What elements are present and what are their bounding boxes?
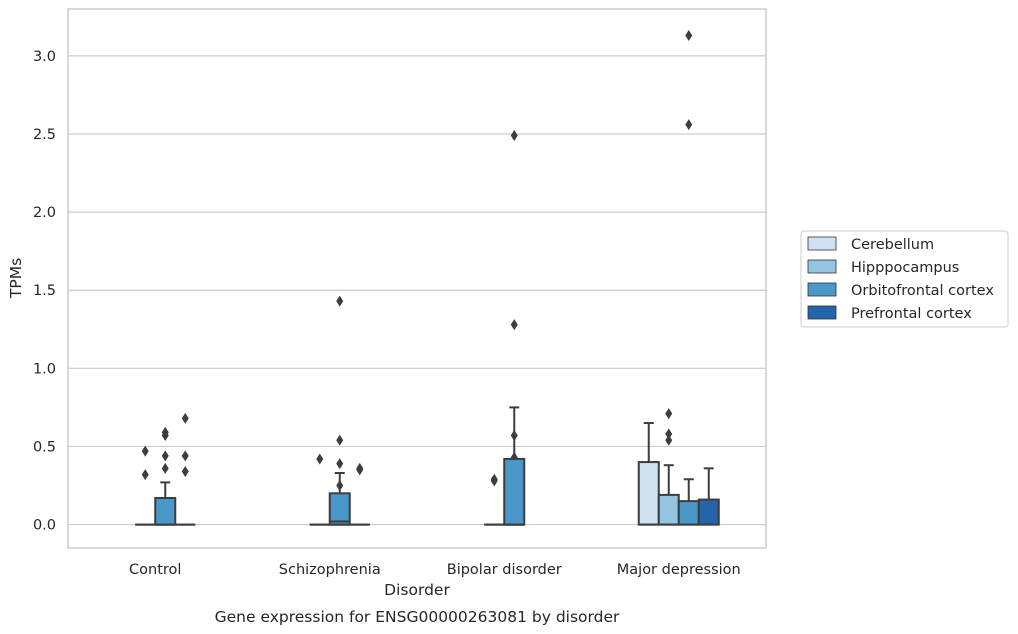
y-tick-label: 2.0 <box>33 205 56 221</box>
box <box>503 457 526 526</box>
y-tick-label: 0.0 <box>33 518 56 534</box>
y-tick-labels: 0.0 0.5 1.0 1.5 2.0 2.5 3.0 <box>33 49 56 534</box>
outlier-point <box>181 412 189 424</box>
outlier-point <box>665 428 673 440</box>
y-tick-label: 0.5 <box>33 439 56 455</box>
box <box>677 500 700 526</box>
x-tick-label: Control <box>129 562 181 578</box>
legend-frame <box>800 230 1009 328</box>
plot-marks <box>135 30 720 526</box>
outlier-point <box>141 445 149 457</box>
outlier-point <box>665 434 673 446</box>
y-tick-label: 1.0 <box>33 361 56 377</box>
box-group <box>154 426 177 526</box>
outlier-point <box>161 450 169 462</box>
box <box>657 493 680 526</box>
outlier-point <box>356 462 364 474</box>
box-group <box>309 453 330 526</box>
box-group <box>349 462 370 526</box>
x-tick-label: Schizophrenia <box>279 562 381 578</box>
box-group <box>657 408 680 526</box>
y-tick-label: 2.5 <box>33 127 56 143</box>
x-axis-title: Disorder <box>384 581 450 599</box>
outlier-point <box>161 462 169 474</box>
legend-entry-label: Hipppocampus <box>851 260 959 276</box>
outlier-point <box>685 119 693 131</box>
y-tick-label: 1.5 <box>33 283 56 299</box>
x-tick-label: Major depression <box>617 562 741 578</box>
outlier-point <box>490 473 498 485</box>
box-group <box>637 422 660 526</box>
legend-swatch <box>807 305 837 320</box>
outlier-point <box>510 130 518 142</box>
box-group <box>484 473 505 526</box>
box-group <box>328 295 351 526</box>
box-group <box>677 30 700 526</box>
outlier-point <box>665 408 673 420</box>
x-tick-label: Bipolar disorder <box>447 562 562 578</box>
y-tick-label: 3.0 <box>33 49 56 65</box>
y-axis-title: TPMs <box>7 258 25 299</box>
legend-swatch <box>807 236 837 251</box>
plot-frame <box>67 8 767 549</box>
outlier-point <box>336 458 344 470</box>
box-group <box>697 467 720 526</box>
outlier-point <box>181 465 189 477</box>
legend-entry-label: Cerebellum <box>851 237 934 253</box>
x-tick-labels: Control Schizophrenia Bipolar disorder Majo… <box>129 562 741 578</box>
outlier-point <box>181 450 189 462</box>
legend-entry-label: Prefrontal cortex <box>851 306 972 322</box>
outlier-point <box>510 319 518 331</box>
box-group <box>503 130 526 526</box>
legend-swatch <box>807 259 837 274</box>
legend-swatch <box>807 282 837 297</box>
box-group <box>135 445 156 526</box>
box <box>328 492 351 526</box>
legend-entry-label: Orbitofrontal cortex <box>851 283 994 299</box>
box-group <box>175 412 196 526</box>
box <box>154 497 177 526</box>
grid-lines <box>68 55 766 526</box>
outlier-point <box>316 453 324 465</box>
outlier-point <box>336 295 344 307</box>
outlier-point <box>141 469 149 481</box>
outlier-point <box>685 30 693 42</box>
legend: Cerebellum Hipppocampus Orbitofrontal cort… <box>800 230 1009 328</box>
box <box>637 461 660 526</box>
chart-caption: Gene expression for ENSG00000263081 by d… <box>215 608 620 626</box>
outlier-point <box>161 426 169 438</box>
box <box>697 498 720 526</box>
outlier-point <box>336 434 344 446</box>
